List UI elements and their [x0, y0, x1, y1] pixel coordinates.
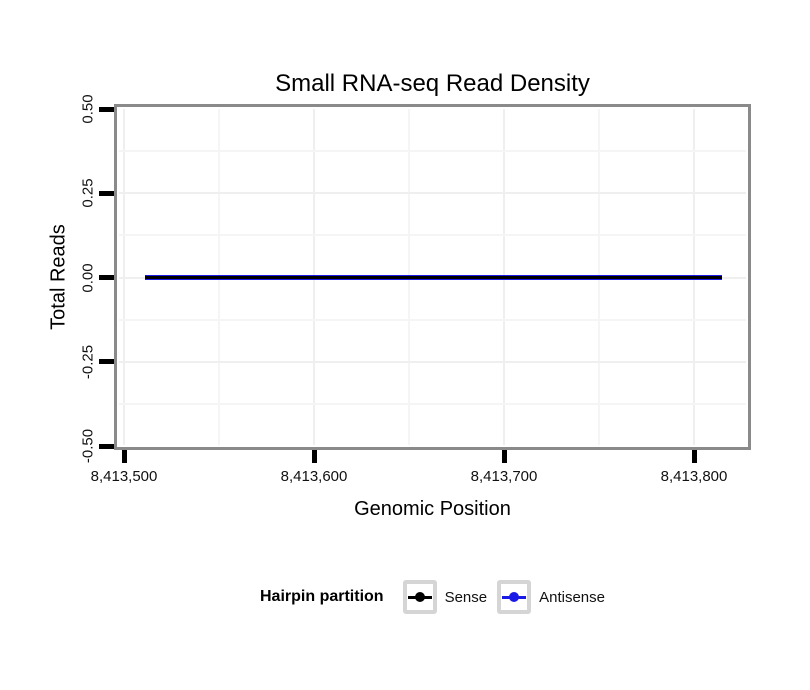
- y-tick-label: 0.00: [79, 262, 97, 293]
- x-axis-tick: [121, 447, 127, 463]
- y-axis-tick: [99, 190, 117, 196]
- y-minor-gridline: [119, 318, 746, 321]
- legend-title: Hairpin partition: [260, 588, 384, 605]
- y-axis-tick: [99, 275, 117, 280]
- x-tick-label: 8,413,700: [470, 468, 538, 485]
- y-tick-label: 0.50: [79, 94, 97, 124]
- antisense-point-glyph: [509, 592, 520, 602]
- legend-label-sense: Sense: [444, 588, 488, 606]
- y-major-gridline: [119, 192, 746, 195]
- x-axis-title: Genomic Position: [354, 498, 511, 520]
- sense-point-glyph: [414, 592, 425, 602]
- x-axis-tick: [311, 447, 317, 463]
- y-tick-label: 0.25: [79, 178, 97, 208]
- y-minor-gridline: [119, 150, 746, 153]
- x-tick-label: 8,413,500: [90, 468, 158, 485]
- y-axis-tick: [99, 443, 117, 449]
- y-axis-tick: [99, 359, 117, 365]
- legend-key-antisense-icon: [497, 580, 532, 614]
- x-tick-label: 8,413,800: [660, 468, 728, 485]
- x-tick-label: 8,413,600: [280, 468, 348, 485]
- x-axis-tick: [501, 447, 507, 463]
- legend-label-antisense: Antisense: [539, 588, 605, 606]
- series-line-sense: [144, 276, 723, 279]
- plot-panel-border: [114, 104, 751, 450]
- chart-title: Small RNA-seq Read Density: [275, 70, 590, 97]
- y-major-gridline: [119, 360, 746, 363]
- x-axis-tick: [691, 447, 697, 463]
- y-axis-tick: [99, 106, 117, 112]
- y-tick-label: -0.25: [79, 344, 97, 379]
- legend-key-sense-icon: [402, 580, 437, 614]
- y-minor-gridline: [119, 234, 746, 237]
- legend: Hairpin partition Sense Antisense: [117, 580, 748, 614]
- y-tick-label: -0.50: [79, 428, 97, 464]
- y-minor-gridline: [119, 402, 746, 405]
